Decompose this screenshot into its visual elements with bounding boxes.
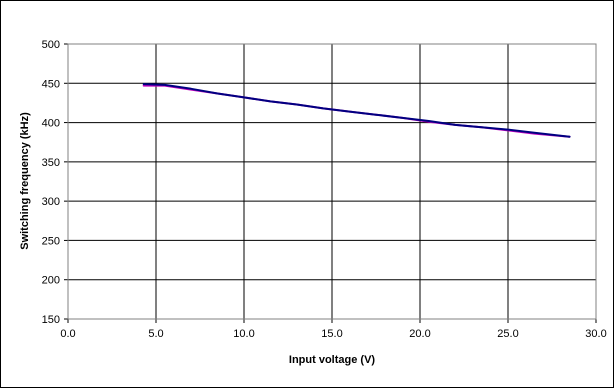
x-tick-label: 20.0 <box>409 328 430 340</box>
plot-area <box>67 43 597 320</box>
x-tick-label: 30.0 <box>585 328 606 340</box>
y-tick-label: 150 <box>42 314 60 326</box>
y-tick-label: 200 <box>42 275 60 287</box>
y-tick-label: 300 <box>42 196 60 208</box>
y-tick-label: 450 <box>42 78 60 90</box>
y-tick-label: 500 <box>42 39 60 51</box>
y-tick-label: 250 <box>42 235 60 247</box>
y-axis-title: Switching frequency (kHz) <box>19 112 31 250</box>
series-line-2 <box>142 83 571 138</box>
y-tick-label: 350 <box>42 157 60 169</box>
y-tick-label: 400 <box>42 118 60 130</box>
x-tick-label: 0.0 <box>60 328 75 340</box>
x-tick-label: 10.0 <box>233 328 254 340</box>
x-tick-label: 5.0 <box>148 328 163 340</box>
x-axis-title: Input voltage (V) <box>289 354 376 366</box>
x-tick-label: 25.0 <box>497 328 518 340</box>
x-tick-label: 15.0 <box>321 328 342 340</box>
series-lines <box>142 83 571 138</box>
tick-labels: 150 200 250 300 350 400 450 500 0.0 5.0 10.0 15.0 20… <box>42 39 607 340</box>
